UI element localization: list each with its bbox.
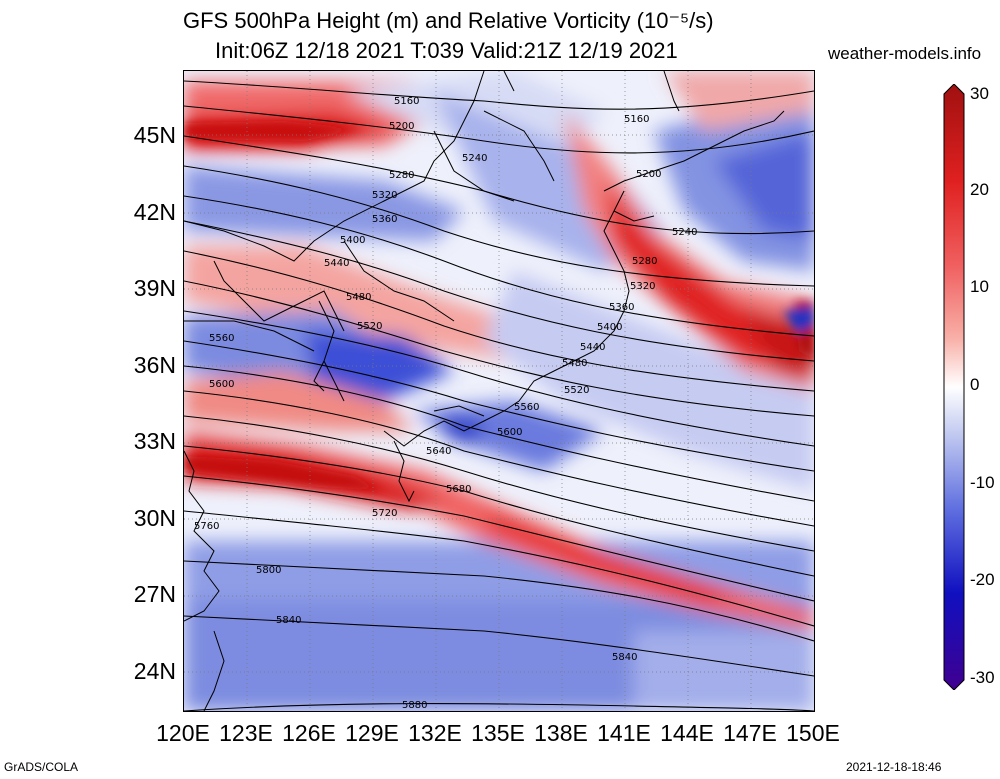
contour-label: 5640 xyxy=(426,446,451,457)
lon-label-150e: 150E xyxy=(786,720,840,746)
map-title: GFS 500hPa Height (m) and Relative Vorti… xyxy=(183,8,714,33)
contour-label: 5480 xyxy=(562,358,587,369)
colorbar-tick: 20 xyxy=(970,180,989,199)
lat-label-27n: 27N xyxy=(133,581,176,607)
contour-label: 5400 xyxy=(340,235,365,246)
footer-software: GrADS/COLA xyxy=(4,760,79,774)
contour-label: 5600 xyxy=(209,379,234,390)
lon-label-129e: 129E xyxy=(345,720,399,746)
lat-label-42n: 42N xyxy=(133,199,176,225)
colorbar-tick: 10 xyxy=(970,277,989,296)
contour-label: 5480 xyxy=(346,292,371,303)
contour-label: 5880 xyxy=(402,700,427,711)
contour-label: 5600 xyxy=(497,427,522,438)
contour-label: 5280 xyxy=(632,256,657,267)
colorbar-tick: -30 xyxy=(970,668,995,687)
vorticity-map: 5160 5200 5240 5280 5320 5360 5400 5440 … xyxy=(184,71,814,711)
lon-label-138e: 138E xyxy=(534,720,588,746)
contour-label: 5320 xyxy=(372,190,397,201)
colorbar-gradient xyxy=(943,83,965,691)
lat-label-39n: 39N xyxy=(133,275,176,301)
lat-label-36n: 36N xyxy=(133,352,176,378)
lon-label-144e: 144E xyxy=(660,720,714,746)
colorbar-tick: -20 xyxy=(970,570,995,589)
lat-label-33n: 33N xyxy=(133,428,176,454)
contour-labels: 5160 5200 5240 5280 5320 5360 5400 5440 … xyxy=(194,96,697,711)
contour-label: 5840 xyxy=(612,652,637,663)
colorbar-tick: -10 xyxy=(970,473,995,492)
contour-label: 5680 xyxy=(446,484,471,495)
contour-label: 5760 xyxy=(194,521,219,532)
contour-label: 5720 xyxy=(372,508,397,519)
lat-label-30n: 30N xyxy=(133,505,176,531)
lon-label-126e: 126E xyxy=(282,720,336,746)
contour-label: 5560 xyxy=(514,402,539,413)
lon-label-147e: 147E xyxy=(723,720,777,746)
contour-label: 5840 xyxy=(276,615,301,626)
contour-label: 5240 xyxy=(672,227,697,238)
height-contours xyxy=(184,80,814,711)
contour-label: 5360 xyxy=(609,302,634,313)
contour-label: 5800 xyxy=(256,565,281,576)
lon-label-123e: 123E xyxy=(219,720,273,746)
contour-label: 5200 xyxy=(389,121,414,132)
contour-label: 5160 xyxy=(624,114,649,125)
contour-label: 5440 xyxy=(324,258,349,269)
contour-label: 5360 xyxy=(372,214,397,225)
contour-label: 5520 xyxy=(357,321,382,332)
vorticity-detail xyxy=(184,121,814,491)
lat-label-24n: 24N xyxy=(133,658,176,684)
site-name: weather-models.info xyxy=(828,44,982,63)
contour-label: 5160 xyxy=(394,96,419,107)
lat-label-45n: 45N xyxy=(133,122,176,148)
lon-label-141e: 141E xyxy=(597,720,651,746)
contour-label: 5560 xyxy=(209,333,234,344)
contour-label: 5280 xyxy=(389,170,414,181)
lon-label-120e: 120E xyxy=(156,720,210,746)
lon-label-132e: 132E xyxy=(408,720,462,746)
contour-label: 5520 xyxy=(564,385,589,396)
colorbar-tick: 0 xyxy=(970,375,980,394)
contour-label: 5400 xyxy=(597,322,622,333)
map-panel: 5160 5200 5240 5280 5320 5360 5400 5440 … xyxy=(183,70,815,712)
colorbar xyxy=(943,83,965,691)
contour-label: 5320 xyxy=(630,281,655,292)
coastlines xyxy=(184,71,785,711)
colorbar-tick: 30 xyxy=(970,84,989,103)
map-subtitle: Init:06Z 12/18 2021 T:039 Valid:21Z 12/1… xyxy=(215,38,678,63)
footer-timestamp: 2021-12-18-18:46 xyxy=(846,760,942,774)
contour-label: 5200 xyxy=(636,169,661,180)
lon-label-135e: 135E xyxy=(471,720,525,746)
contour-label: 5440 xyxy=(580,342,605,353)
contour-label: 5240 xyxy=(462,153,487,164)
